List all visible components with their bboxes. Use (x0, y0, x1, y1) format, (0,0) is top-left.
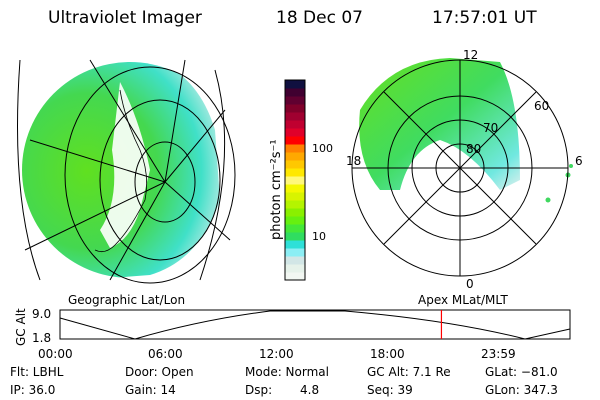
geographic-map-label: Geographic Lat/Lon (68, 293, 185, 307)
seq-info: Seq: 39 (367, 383, 413, 397)
colorbar-frame (284, 79, 306, 281)
ytick-9: 9.0 (32, 307, 51, 321)
colorbar-swatch (285, 80, 305, 89)
ytick-1-8: 1.8 (32, 331, 51, 345)
colorbar-tick-100: 100 (312, 142, 333, 155)
colorbar-label: photon cm⁻²s⁻¹ (269, 139, 284, 240)
colorbar-swatch (285, 120, 305, 129)
mlat-label-60: 60 (534, 99, 549, 113)
colorbar-swatch (285, 232, 305, 241)
colorbar-swatch (285, 168, 305, 177)
gain-info: Gain: 14 (125, 383, 176, 397)
colorbar-swatch (285, 192, 305, 201)
aurora-image-right (359, 58, 520, 190)
altitude-curve (59, 310, 571, 340)
xtick: 00:00 (38, 347, 73, 361)
colorbar-swatch (285, 176, 305, 185)
aurora-dot (545, 197, 551, 203)
mlt-label-18: 18 (346, 154, 361, 168)
date-label: 18 Dec 07 (276, 8, 363, 28)
mlt-label-12: 12 (463, 48, 478, 62)
colorbar-swatch (285, 184, 305, 193)
instrument-title: Ultraviolet Imager (48, 8, 202, 28)
colorbar-swatch (285, 272, 305, 281)
glat-info: GLat: −81.0 (485, 365, 558, 379)
xtick: 18:00 (370, 347, 405, 361)
colorbar (284, 79, 306, 281)
xtick: 12:00 (259, 347, 294, 361)
alt-ylabel: GC Alt (14, 308, 28, 346)
colorbar-swatch (285, 264, 305, 273)
colorbar-swatch (285, 96, 305, 105)
mlat-label-70: 70 (483, 121, 498, 135)
colorbar-swatch (285, 128, 305, 137)
gc-alt-info: GC Alt: 7.1 Re (367, 365, 451, 379)
glon-info: GLon: 347.3 (485, 383, 558, 397)
time-label: 17:57:01 UT (432, 8, 537, 28)
mlat-label-80: 80 (466, 142, 481, 156)
colorbar-swatch (285, 88, 305, 97)
xtick: 23:59 (481, 347, 516, 361)
colorbar-swatch (285, 136, 305, 145)
colorbar-swatch (285, 240, 305, 249)
colorbar-swatch (285, 152, 305, 161)
mlt-label-6: 6 (575, 154, 583, 168)
door-info: Door: Open (125, 365, 194, 379)
mode-info: Mode: Normal (245, 365, 329, 379)
mlt-label-0: 0 (466, 277, 474, 291)
colorbar-swatch (285, 216, 305, 225)
xtick: 06:00 (148, 347, 183, 361)
colorbar-swatch (285, 104, 305, 113)
colorbar-swatch (285, 208, 305, 217)
altitude-plot: GC Alt 9.0 1.8 00:00 06:00 12:00 18:00 2… (14, 307, 571, 361)
apex-map-label: Apex MLat/MLT (418, 293, 508, 307)
colorbar-swatch (285, 200, 305, 209)
ip-info: IP: 36.0 (10, 383, 56, 397)
filter-info: Flt: LBHL (10, 365, 64, 379)
dsp-label: Dsp: (245, 383, 273, 397)
geographic-map (17, 59, 236, 284)
dsp-value: 4.8 (300, 383, 320, 397)
colorbar-swatch (285, 256, 305, 265)
colorbar-swatch (285, 144, 305, 153)
colorbar-tick-10: 10 (312, 230, 326, 243)
aurora-dot (569, 164, 573, 168)
polar-map: 12 18 6 0 60 70 80 (346, 48, 583, 291)
colorbar-swatch (285, 112, 305, 121)
colorbar-swatch (285, 224, 305, 233)
colorbar-swatch (285, 160, 305, 169)
colorbar-swatch (285, 248, 305, 257)
